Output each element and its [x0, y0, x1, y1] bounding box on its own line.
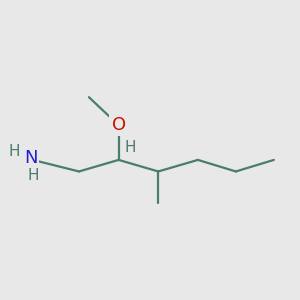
Text: H: H — [124, 140, 136, 155]
Text: N: N — [24, 149, 38, 167]
Text: O: O — [112, 116, 126, 134]
Text: H: H — [27, 168, 38, 183]
Text: H: H — [9, 144, 20, 159]
